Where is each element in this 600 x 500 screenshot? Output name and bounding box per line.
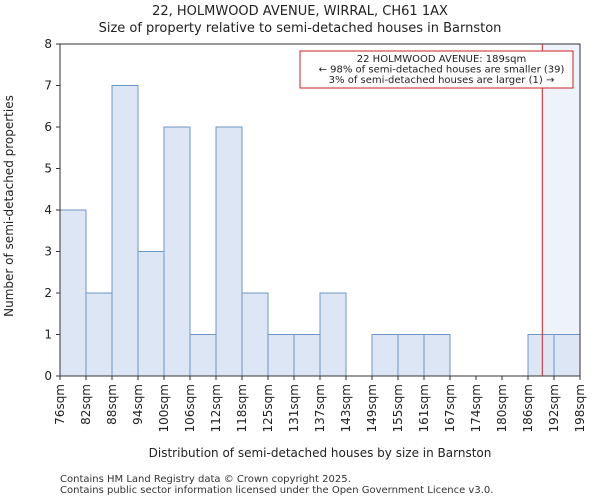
- x-tick-label: 186sqm: [521, 384, 535, 432]
- x-tick-label: 161sqm: [417, 384, 431, 432]
- histogram-bar: [371, 334, 399, 377]
- histogram-bar: [241, 292, 269, 377]
- y-tick-label: 8: [44, 37, 52, 51]
- chart-title: 22, HOLMWOOD AVENUE, WIRRAL, CH61 1AX: [152, 4, 448, 19]
- annotation-title: 22 HOLMWOOD AVENUE: 189sqm: [357, 54, 526, 65]
- histogram-bar: [397, 334, 425, 377]
- histogram-bar: [137, 251, 165, 377]
- footer-licence: Contains public sector information licen…: [60, 485, 494, 496]
- y-axis-label: Number of semi-detached properties: [2, 95, 16, 317]
- x-axis-label: Distribution of semi-detached houses by …: [149, 446, 492, 460]
- footer-copyright: Contains HM Land Registry data © Crown c…: [60, 474, 351, 485]
- x-tick-label: 131sqm: [287, 384, 301, 432]
- x-tick-label: 125sqm: [261, 384, 275, 432]
- x-tick-label: 143sqm: [339, 384, 353, 432]
- x-tick-label: 137sqm: [313, 384, 327, 432]
- y-tick-label: 5: [44, 162, 52, 176]
- x-tick-label: 94sqm: [131, 384, 145, 425]
- x-tick-label: 167sqm: [443, 384, 457, 432]
- y-tick-label: 3: [44, 245, 52, 259]
- chart-subtitle: Size of property relative to semi-detach…: [98, 21, 502, 36]
- y-tick-label: 0: [44, 369, 52, 383]
- histogram-bar: [553, 334, 581, 377]
- y-tick-label: 4: [44, 203, 52, 217]
- y-tick-label: 7: [44, 79, 52, 93]
- x-tick-label: 118sqm: [235, 384, 249, 432]
- x-tick-label: 174sqm: [469, 384, 483, 432]
- x-tick-label: 180sqm: [495, 384, 509, 432]
- histogram-bar: [319, 292, 347, 377]
- histogram-bar: [85, 292, 113, 377]
- histogram-bar: [59, 209, 87, 377]
- histogram-bar: [189, 334, 217, 377]
- annotation-box: [299, 50, 574, 89]
- histogram-bar: [423, 334, 451, 377]
- x-tick-label: 106sqm: [183, 384, 197, 432]
- x-tick-label: 198sqm: [573, 384, 587, 432]
- x-tick-label: 82sqm: [79, 384, 93, 425]
- x-tick-label: 76sqm: [53, 384, 67, 425]
- histogram-bar: [215, 126, 243, 377]
- histogram-bar: [267, 334, 295, 377]
- y-tick-label: 1: [44, 328, 52, 342]
- y-tick-label: 2: [44, 286, 52, 300]
- y-tick-label: 6: [44, 120, 52, 134]
- histogram-bar: [293, 334, 321, 377]
- x-tick-label: 149sqm: [365, 384, 379, 432]
- x-tick-label: 192sqm: [547, 384, 561, 432]
- histogram-bar: [111, 85, 139, 377]
- annotation-larger: 3% of semi-detached houses are larger (1…: [329, 75, 555, 86]
- histogram-bar: [527, 334, 555, 377]
- x-tick-label: 155sqm: [391, 384, 405, 432]
- annotation-smaller: ← 98% of semi-detached houses are smalle…: [319, 65, 565, 76]
- x-tick-label: 112sqm: [209, 384, 223, 432]
- x-tick-label: 100sqm: [157, 384, 171, 432]
- histogram-bar: [163, 126, 191, 377]
- above-property-shade: [542, 44, 580, 376]
- x-tick-label: 88sqm: [105, 384, 119, 425]
